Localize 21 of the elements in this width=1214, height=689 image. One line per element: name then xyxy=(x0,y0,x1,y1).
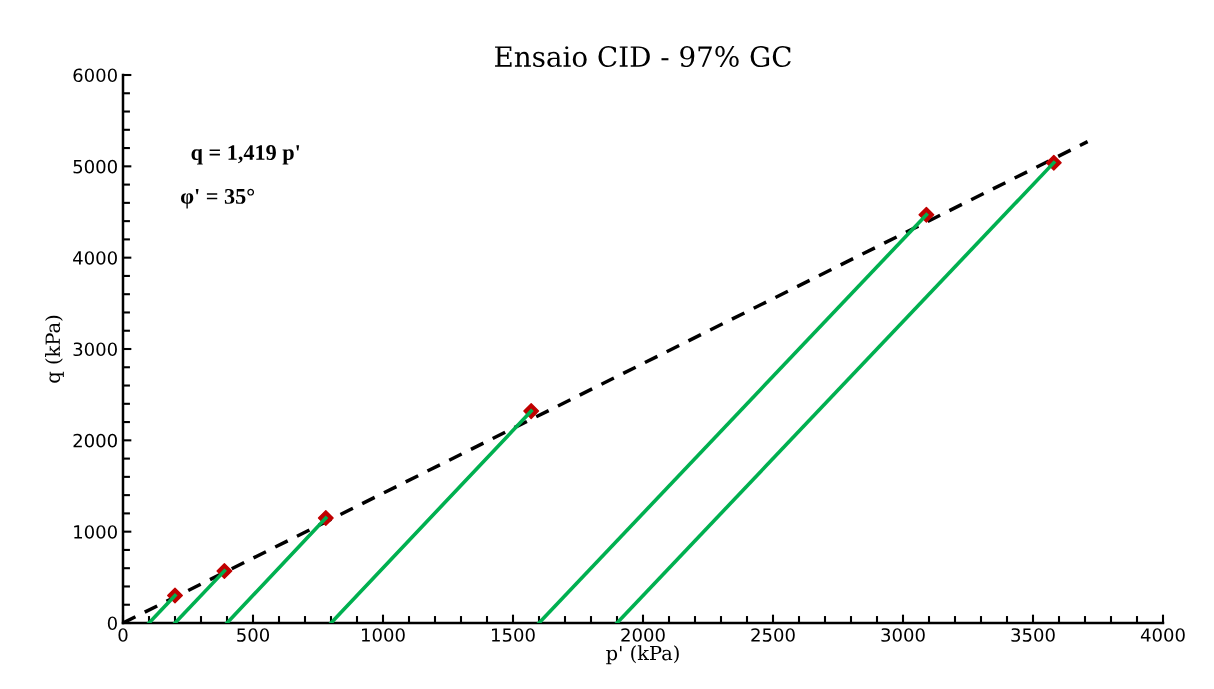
x-tick-label: 2500 xyxy=(751,628,795,642)
x-tick-label: 1500 xyxy=(492,628,535,642)
chart-title: Ensaio CID - 97% GC xyxy=(495,46,791,68)
y-axis-title: q (kPa) xyxy=(45,315,64,383)
y-tick-label: 0 xyxy=(107,616,117,631)
x-tick-label: 3500 xyxy=(1011,628,1055,642)
y-tick-label: 4000 xyxy=(73,251,117,265)
x-tick-label: 3000 xyxy=(881,628,925,642)
x-tick-label: 4000 xyxy=(1140,628,1185,642)
annotation: q = 1,419 p' xyxy=(191,145,300,165)
y-tick-label: 6000 xyxy=(73,68,117,83)
x-tick-label: 2000 xyxy=(621,628,665,642)
y-tick-label: 1000 xyxy=(74,525,117,539)
y-tick-label: 3000 xyxy=(73,342,117,357)
x-tick-label: 500 xyxy=(237,628,270,642)
annotation: φ' = 35° xyxy=(180,188,255,209)
x-axis-title: p' (kPa) xyxy=(606,645,679,665)
y-tick-label: 5000 xyxy=(73,159,117,174)
x-tick-label: 0 xyxy=(118,628,128,642)
y-tick-label: 2000 xyxy=(73,433,117,448)
x-tick-label: 1000 xyxy=(362,628,405,642)
